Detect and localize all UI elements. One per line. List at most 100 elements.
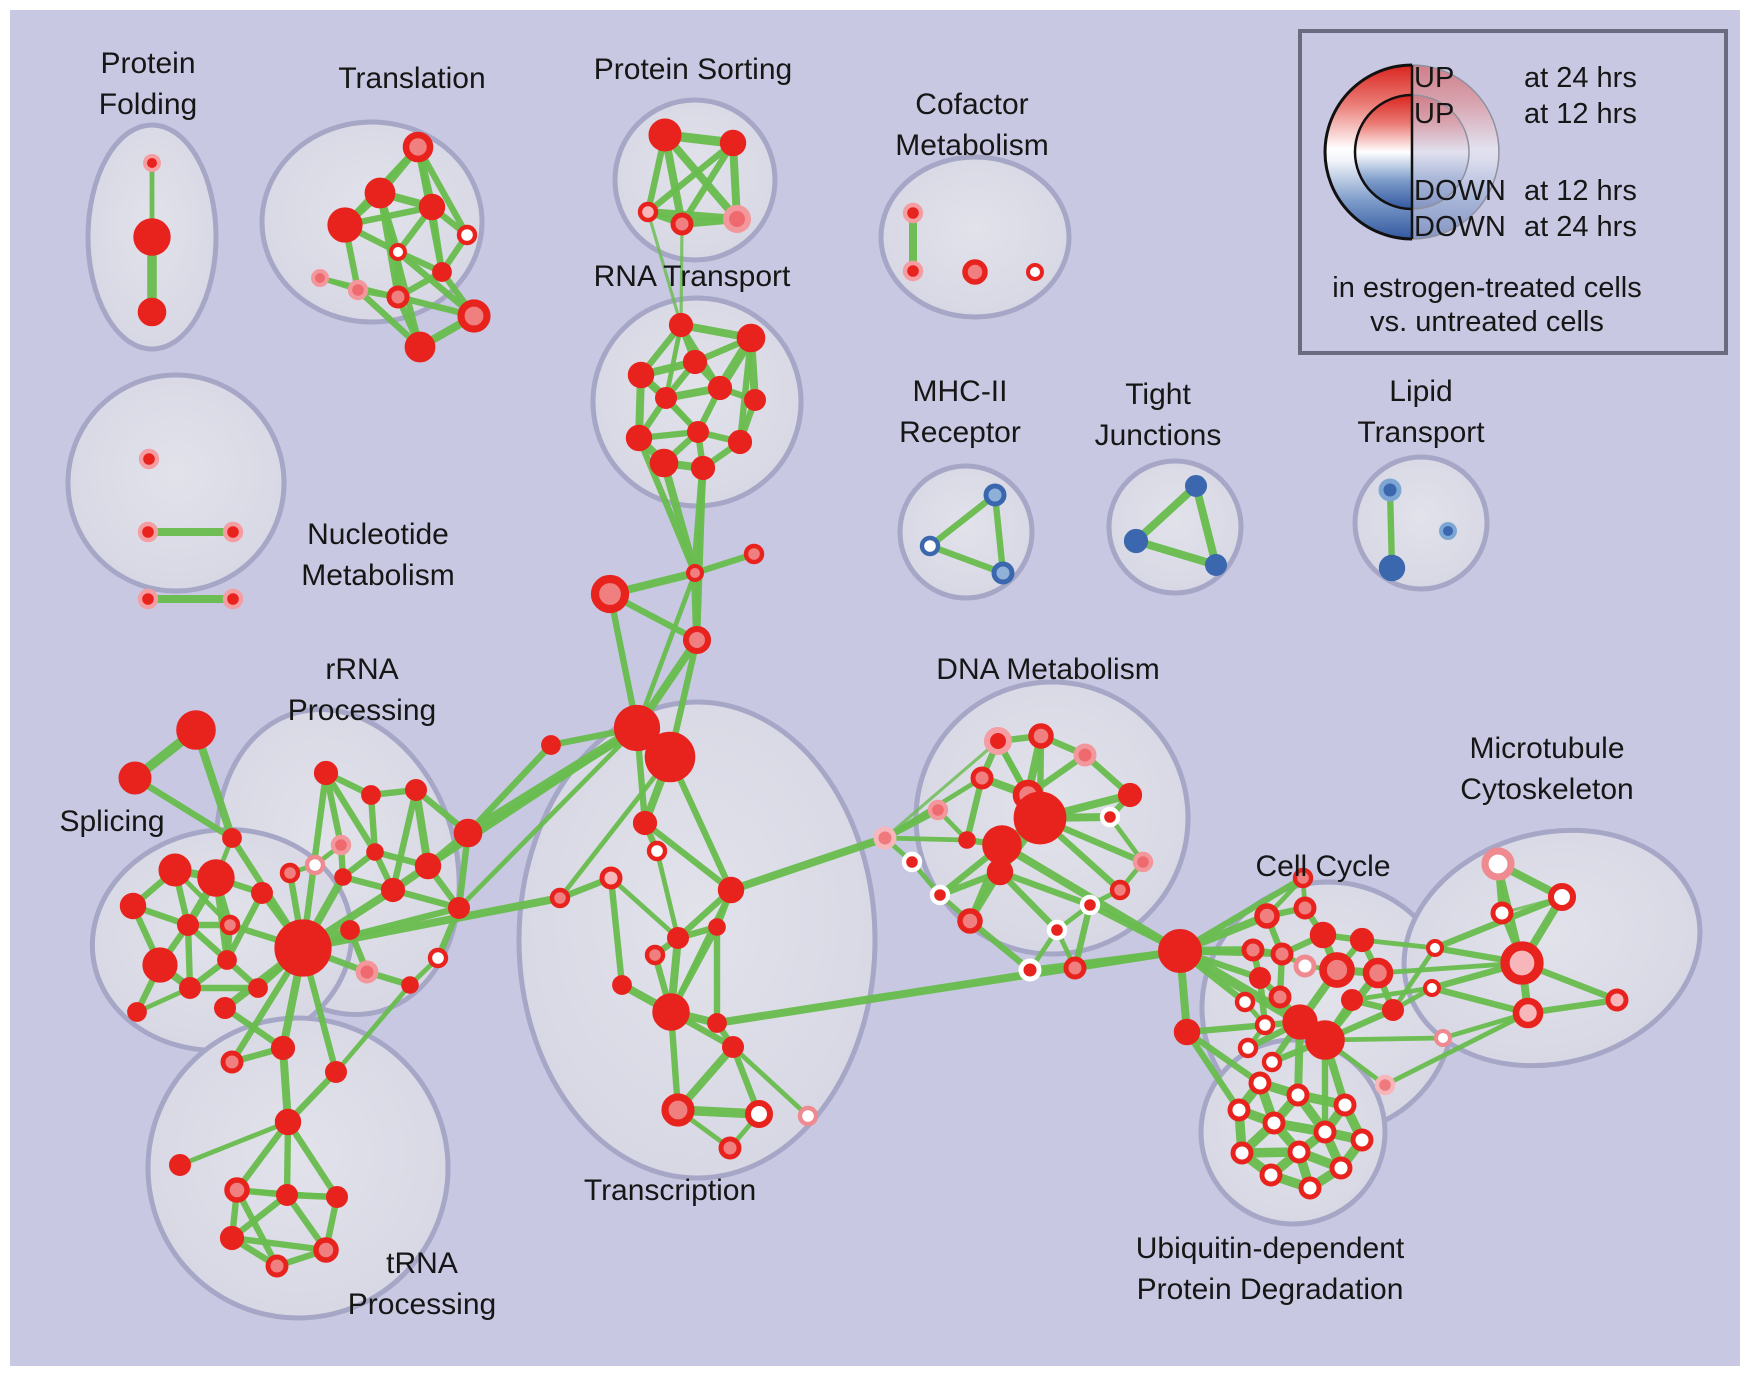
node-layer xyxy=(118,118,1629,1278)
network-node xyxy=(330,834,352,856)
network-node xyxy=(707,375,733,401)
network-node xyxy=(137,588,159,610)
legend-left-outer-arc xyxy=(1323,63,1413,241)
network-node xyxy=(1349,927,1375,953)
network-node xyxy=(901,851,923,873)
network-node xyxy=(991,561,1015,585)
network-node xyxy=(1319,952,1355,988)
network-node xyxy=(687,421,709,443)
network-node xyxy=(1426,939,1444,957)
network-node xyxy=(1109,879,1131,901)
cluster-label-microtubule-cytoskeleton: Microtubule xyxy=(1469,732,1624,765)
network-edge xyxy=(996,868,1061,934)
network-node xyxy=(613,704,661,752)
network-node xyxy=(682,349,708,375)
network-node xyxy=(727,429,753,455)
legend-footnote-line1: in estrogen-treated cells xyxy=(1332,272,1642,304)
network-edge xyxy=(284,1118,341,1201)
network-node xyxy=(744,389,766,411)
network-node xyxy=(222,588,244,610)
network-edge xyxy=(1390,945,1438,1013)
network-edge xyxy=(1175,946,1305,1027)
network-node xyxy=(962,259,988,285)
network-edge xyxy=(926,491,999,550)
cluster-label-trna-processing: Processing xyxy=(348,1288,496,1321)
network-node xyxy=(142,947,178,983)
cluster-label-cofactor-metabolism: Cofactor xyxy=(915,88,1028,121)
cluster-label-lipid-transport: Transport xyxy=(1357,416,1485,449)
network-edge xyxy=(1375,960,1525,976)
network-node xyxy=(313,1237,339,1263)
network-node xyxy=(1230,1141,1254,1165)
network-node xyxy=(1234,991,1256,1013)
cluster-label-splicing: Splicing xyxy=(59,805,164,838)
legend: UP at 24 hrs UP at 12 hrs DOWN at 12 hrs… xyxy=(1298,29,1728,355)
cluster-label-rrna-processing: Processing xyxy=(288,694,436,727)
network-node xyxy=(1333,1093,1357,1117)
network-node xyxy=(632,810,658,836)
network-node xyxy=(1423,979,1441,997)
network-node xyxy=(279,862,301,884)
cluster-label-trna-processing: tRNA xyxy=(386,1247,458,1280)
network-node xyxy=(1063,956,1087,980)
network-node xyxy=(1018,958,1042,982)
network-node xyxy=(719,129,747,157)
network-edge xyxy=(376,189,424,351)
cluster-label-nucleotide-metabolism: Metabolism xyxy=(301,559,454,592)
network-edge xyxy=(233,1186,281,1270)
legend-footnote-line2: vs. untreated cells xyxy=(1370,306,1604,338)
network-node xyxy=(118,761,152,795)
network-node xyxy=(1382,999,1404,1021)
network-node xyxy=(179,977,201,999)
legend-up24-label: UP xyxy=(1414,62,1454,94)
network-edge xyxy=(727,834,889,894)
network-node xyxy=(1237,1037,1259,1059)
network-node xyxy=(1378,478,1402,502)
network-node xyxy=(1378,554,1406,582)
cluster-label-nucleotide-metabolism: Nucleotide xyxy=(307,518,449,551)
network-edge xyxy=(228,1234,330,1254)
network-node xyxy=(138,448,160,470)
network-node xyxy=(274,919,332,977)
network-node xyxy=(1341,989,1363,1011)
legend-up12-label: UP xyxy=(1414,98,1454,130)
cluster-label-mhc-ii-receptor: MHC-II xyxy=(913,375,1008,408)
legend-rings-diagram xyxy=(1323,63,1500,241)
legend-left-inner-arc xyxy=(1353,93,1413,211)
network-node xyxy=(1500,941,1544,985)
network-node xyxy=(919,535,941,557)
network-node xyxy=(402,131,434,163)
network-node xyxy=(347,279,369,301)
network-edge xyxy=(557,754,673,901)
network-edge xyxy=(456,725,640,911)
network-node xyxy=(744,1099,774,1129)
cluster-label-mhc-ii-receptor: Receptor xyxy=(899,416,1021,449)
network-node xyxy=(1268,985,1292,1009)
network-edge xyxy=(882,835,970,843)
network-node xyxy=(418,193,446,221)
network-node xyxy=(708,918,726,936)
network-edge xyxy=(464,741,555,837)
network-node xyxy=(325,1061,347,1083)
network-edge xyxy=(679,222,684,327)
network-node xyxy=(1254,1014,1276,1036)
network-node xyxy=(902,260,924,282)
network-node xyxy=(743,543,765,565)
network-edge xyxy=(991,491,1007,577)
network-node xyxy=(217,950,237,970)
network-edge xyxy=(691,550,758,577)
network-node xyxy=(1248,1071,1272,1095)
network-node xyxy=(1490,901,1514,925)
network-node xyxy=(169,1154,191,1176)
network-node xyxy=(311,269,329,287)
legend-down24-time: at 24 hrs xyxy=(1524,211,1637,243)
network-node xyxy=(327,207,363,243)
network-node xyxy=(274,1108,302,1136)
network-node xyxy=(401,976,419,994)
network-node xyxy=(1249,967,1271,989)
network-node xyxy=(197,859,235,897)
network-node xyxy=(334,868,352,886)
network-node xyxy=(682,625,712,655)
network-node xyxy=(717,876,745,904)
network-node xyxy=(427,947,449,969)
